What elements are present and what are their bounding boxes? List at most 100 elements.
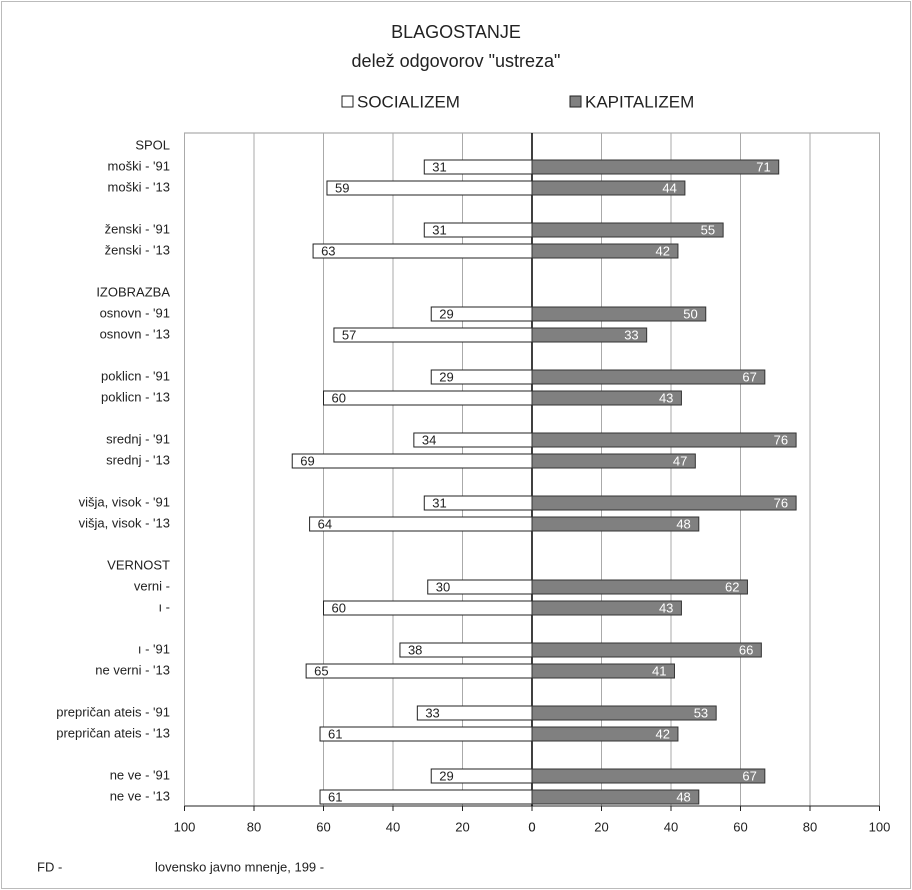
bar — [531, 327, 648, 343]
bar — [323, 390, 533, 406]
bar — [319, 789, 533, 805]
x-tick-label: 80 — [247, 819, 261, 834]
data-label: 60 — [332, 390, 346, 405]
bar — [531, 663, 675, 679]
data-label: 44 — [662, 180, 676, 195]
bar — [531, 159, 780, 175]
data-label: 48 — [676, 789, 690, 804]
data-label: 53 — [694, 705, 708, 720]
y-tick-label: prepričan ateis - '91 — [56, 704, 170, 719]
data-label: 47 — [673, 453, 687, 468]
data-label: 31 — [432, 222, 446, 237]
x-tick-label: 100 — [869, 819, 891, 834]
y-tick-label: ne ve - '91 — [110, 767, 170, 782]
data-label: 38 — [408, 642, 422, 657]
data-label: 63 — [321, 243, 335, 258]
chart-subtitle: delež odgovorov "ustreza" — [352, 51, 561, 71]
data-label: 57 — [342, 327, 356, 342]
data-label: 65 — [314, 663, 328, 678]
y-tick-label: ı - '91 — [138, 641, 170, 656]
data-label: 61 — [328, 726, 342, 741]
data-label: 62 — [725, 579, 739, 594]
bar — [531, 243, 679, 259]
y-tick-label: ženski - '13 — [105, 242, 170, 257]
y-tick-label: višja, visok - '91 — [79, 494, 170, 509]
bar — [309, 516, 533, 532]
section-label: IZOBRAZBA — [96, 284, 170, 299]
legend-label: KAPITALIZEM — [585, 92, 694, 111]
data-label: 41 — [652, 663, 666, 678]
data-label: 34 — [422, 432, 436, 447]
x-tick-label: 80 — [803, 819, 817, 834]
footer: lovensko javno mnenje, 199 - — [155, 859, 324, 874]
data-label: 55 — [701, 222, 715, 237]
data-label: 43 — [659, 390, 673, 405]
data-label: 33 — [425, 705, 439, 720]
data-label: 42 — [655, 726, 669, 741]
section-label: VERNOST — [107, 557, 170, 572]
x-tick-label: 40 — [386, 819, 400, 834]
y-tick-label: osnovn - '13 — [100, 326, 170, 341]
y-tick-label: ne ve - '13 — [110, 788, 170, 803]
bar — [531, 432, 797, 448]
data-label: 50 — [683, 306, 697, 321]
data-label: 64 — [318, 516, 332, 531]
data-label: 31 — [432, 495, 446, 510]
x-tick-label: 0 — [528, 819, 535, 834]
bar — [312, 243, 533, 259]
data-label: 33 — [624, 327, 638, 342]
data-label: 71 — [756, 159, 770, 174]
data-label: 76 — [774, 495, 788, 510]
y-tick-label: ı - — [158, 599, 170, 614]
bar — [531, 705, 717, 721]
data-label: 59 — [335, 180, 349, 195]
legend-swatch — [569, 95, 582, 108]
bar — [333, 327, 533, 343]
bar — [531, 180, 686, 196]
y-tick-label: moški - '13 — [108, 179, 170, 194]
bar — [531, 369, 766, 385]
bar — [531, 453, 696, 469]
bar — [531, 726, 679, 742]
bar — [319, 726, 533, 742]
y-tick-label: poklicn - '13 — [101, 389, 170, 404]
bar — [531, 768, 766, 784]
bar — [531, 789, 700, 805]
data-label: 48 — [676, 516, 690, 531]
data-label: 67 — [742, 768, 756, 783]
legend-swatch — [341, 95, 354, 108]
x-tick-label: 100 — [174, 819, 196, 834]
data-label: 76 — [774, 432, 788, 447]
y-tick-label: ženski - '91 — [105, 221, 170, 236]
x-tick-label: 60 — [316, 819, 330, 834]
data-label: 29 — [439, 768, 453, 783]
y-tick-label: prepričan ateis - '13 — [56, 725, 170, 740]
chart-title: BLAGOSTANJE — [391, 22, 521, 42]
y-tick-label: poklicn - '91 — [101, 368, 170, 383]
bar — [326, 180, 533, 196]
y-tick-label: osnovn - '91 — [100, 305, 170, 320]
x-tick-label: 0 — [528, 819, 535, 834]
bar — [531, 222, 724, 238]
bar — [531, 579, 748, 595]
y-tick-label: moški - '91 — [108, 158, 170, 173]
data-label: 69 — [300, 453, 314, 468]
footer: FD - — [37, 859, 62, 874]
bar — [531, 390, 682, 406]
bar — [531, 600, 682, 616]
x-tick-label: 60 — [733, 819, 747, 834]
bar — [531, 306, 707, 322]
bar — [531, 495, 797, 511]
x-tick-label: 20 — [594, 819, 608, 834]
y-tick-label: verni - — [134, 578, 170, 593]
data-label: 29 — [439, 369, 453, 384]
data-label: 31 — [432, 159, 446, 174]
bar — [531, 642, 762, 658]
data-label: 29 — [439, 306, 453, 321]
data-label: 60 — [332, 600, 346, 615]
section-label: SPOL — [135, 137, 170, 152]
legend-label: SOCIALIZEM — [357, 92, 460, 111]
